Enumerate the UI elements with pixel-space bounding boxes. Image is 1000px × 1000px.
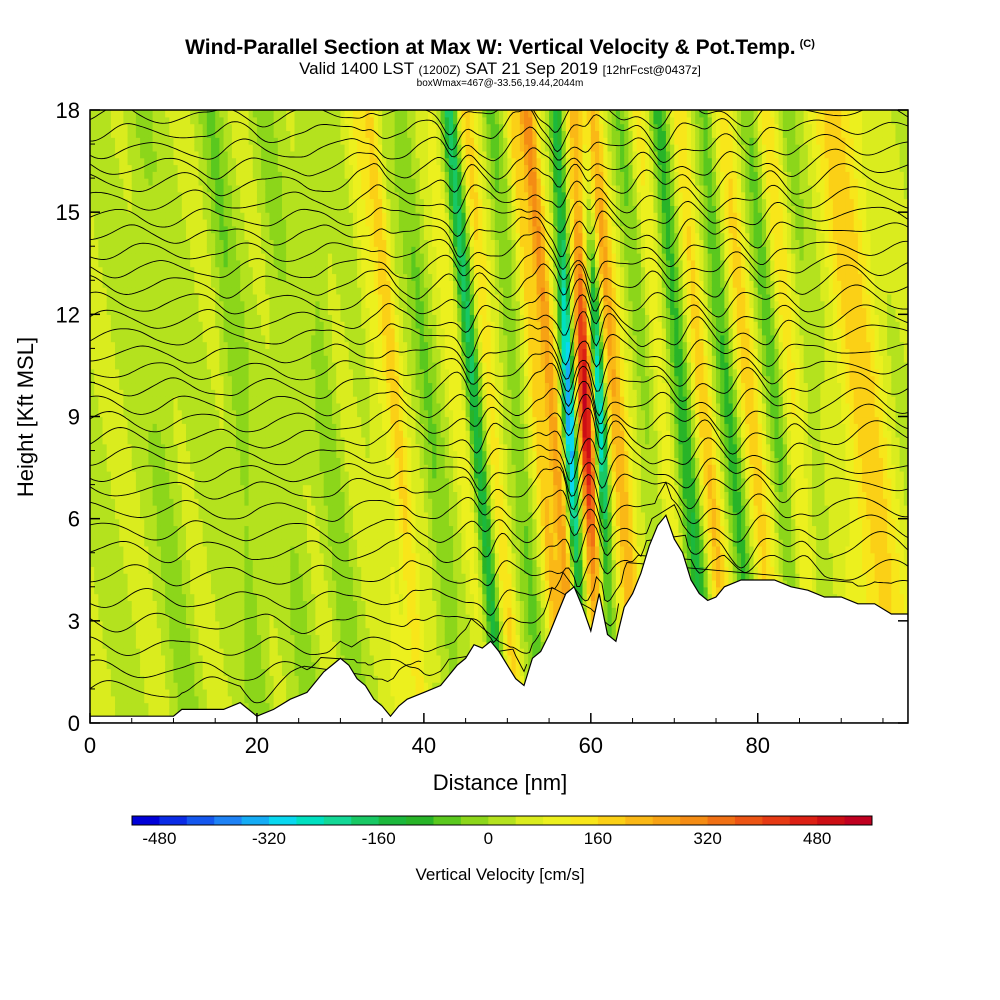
- colorbar-swatch: [734, 816, 763, 825]
- colorbar-tick-label: 480: [803, 829, 831, 848]
- colorbar-swatch: [515, 816, 544, 825]
- colorbar-swatch: [597, 816, 626, 825]
- colorbar-tick-label: -480: [142, 829, 176, 848]
- chart-title-text: Wind-Parallel Section at Max W: Vertical…: [185, 36, 796, 59]
- colorbar-swatch: [652, 816, 681, 825]
- isentrope-contours: [90, 110, 908, 704]
- y-tick-label: 9: [68, 405, 80, 430]
- x-tick-label: 60: [579, 733, 603, 758]
- y-tick-label: 0: [68, 711, 80, 736]
- colorbar-swatch: [844, 816, 873, 825]
- valid-time: Valid 1400 LST: [299, 59, 414, 78]
- colorbar-swatch: [570, 816, 599, 825]
- x-axis-label: Distance [nm]: [433, 770, 568, 795]
- colorbar-tick-label: -160: [362, 829, 396, 848]
- colorbar-swatch: [543, 816, 571, 825]
- colorbar-tick-label: 320: [693, 829, 721, 848]
- y-tick-label: 3: [68, 609, 80, 634]
- y-axis: 0 3 6 9 12 15 18: [56, 98, 908, 736]
- y-axis-label: Height [Kft MSL]: [13, 337, 38, 497]
- y-tick-label: 12: [56, 302, 80, 327]
- colorbar-frame: [131, 815, 873, 826]
- colorbar-tick-label: -320: [252, 829, 286, 848]
- colorbar-swatch: [460, 816, 489, 825]
- colorbar-swatch: [323, 816, 352, 825]
- x-tick-label: 0: [84, 733, 96, 758]
- x-axis: 0 20 40 60 80: [84, 713, 884, 758]
- colorbar-swatch: [433, 816, 462, 825]
- x-tick-label: 40: [412, 733, 436, 758]
- x-tick-label: 80: [746, 733, 770, 758]
- x-tick-label: 20: [245, 733, 269, 758]
- colorbar-swatch: [762, 816, 791, 825]
- y-tick-label: 15: [56, 200, 80, 225]
- colorbar-tick-label: 160: [584, 829, 612, 848]
- colorbar-tick-label: 0: [484, 829, 493, 848]
- colorbar-swatch: [132, 816, 160, 825]
- chart-subtitle: Valid 1400 LST (1200Z) SAT 21 Sep 2019 […: [0, 59, 1000, 79]
- y-tick-label: 6: [68, 507, 80, 532]
- chart-title: Wind-Parallel Section at Max W: Vertical…: [0, 36, 1000, 60]
- colorbar-swatch: [817, 816, 845, 825]
- colorbar-swatch: [707, 816, 736, 825]
- valid-date: SAT 21 Sep 2019: [465, 59, 598, 78]
- valid-zulu: (1200Z): [418, 63, 461, 77]
- y-tick-label: 18: [56, 98, 80, 123]
- colorbar-swatch: [186, 816, 215, 825]
- terrain-mask: [90, 514, 908, 723]
- colorbar: -480 -320 -160 0 160 320 480: [131, 815, 873, 848]
- colorbar-swatch: [159, 816, 188, 825]
- colorbar-swatch: [351, 816, 380, 825]
- box-wmax-info: boxWmax=467@-33.56,19.44,2044m: [416, 78, 584, 89]
- copyright-mark: (C): [799, 38, 815, 50]
- colorbar-label: Vertical Velocity [cm/s]: [415, 865, 584, 884]
- colorbar-swatch: [378, 816, 407, 825]
- forecast-info: [12hrFcst@0437z]: [602, 63, 701, 77]
- colorbar-swatch: [680, 816, 708, 825]
- colorbar-swatch: [789, 816, 818, 825]
- colorbar-swatch: [488, 816, 517, 825]
- colorbar-swatch: [241, 816, 270, 825]
- colorbar-swatch: [296, 816, 325, 825]
- colorbar-swatch: [625, 816, 654, 825]
- colorbar-swatch: [214, 816, 243, 825]
- colorbar-swatch: [269, 816, 297, 825]
- colorbar-swatch: [406, 816, 434, 825]
